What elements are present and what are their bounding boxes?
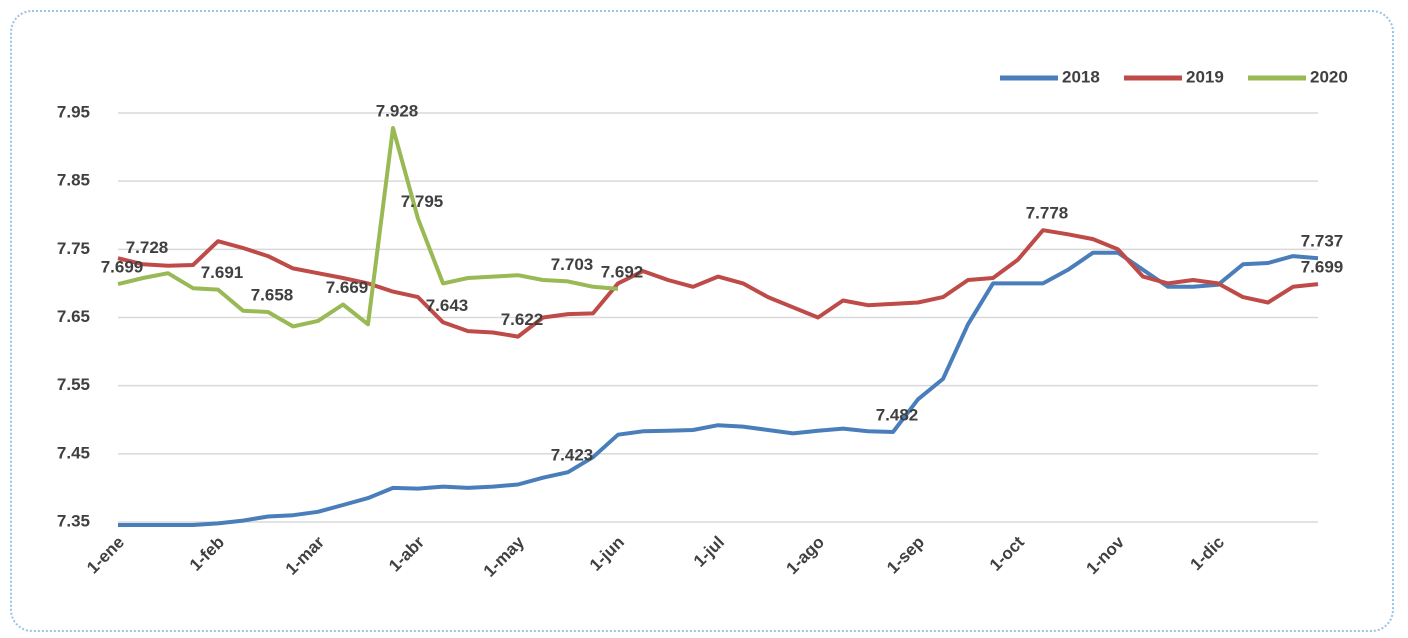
x-tick-label: 1-ene: [83, 533, 128, 578]
data-label: 7.778: [1026, 204, 1069, 223]
data-label: 7.658: [251, 286, 294, 305]
data-label: 7.482: [876, 406, 919, 425]
x-tick-label: 1-mar: [282, 532, 328, 578]
y-tick-label: 7.35: [57, 511, 90, 530]
x-tick-label: 1-jul: [690, 533, 728, 571]
x-tick-label: 1-sep: [883, 533, 928, 578]
y-tick-label: 7.85: [57, 171, 90, 190]
legend-label: 2018: [1062, 67, 1100, 86]
x-tick-label: 1-ago: [783, 533, 828, 578]
data-label: 7.795: [401, 192, 444, 211]
data-label: 7.699: [1301, 258, 1344, 277]
legend-label: 2020: [1310, 67, 1348, 86]
data-label: 7.692: [601, 262, 644, 281]
data-label: 7.928: [376, 101, 419, 120]
chart-frame: [10, 10, 1394, 632]
y-tick-label: 7.75: [57, 239, 90, 258]
series-line: [118, 250, 1319, 527]
x-tick-label: 1-feb: [186, 533, 228, 575]
series-line: [117, 228, 1319, 339]
data-label: 7.423: [551, 446, 594, 465]
data-label: 7.699: [101, 258, 144, 277]
x-tick-label: 1-abr: [385, 532, 428, 575]
x-tick-label: 1-jun: [586, 533, 628, 575]
data-label: 7.728: [126, 238, 169, 257]
y-tick-label: 7.55: [57, 375, 90, 394]
legend-label: 2019: [1186, 67, 1224, 86]
data-label: 7.669: [326, 278, 369, 297]
series-line: [117, 126, 619, 329]
data-label: 7.691: [201, 263, 244, 282]
data-label: 7.643: [426, 296, 469, 315]
x-tick-label: 1-may: [480, 532, 529, 581]
data-label: 7.737: [1301, 232, 1344, 251]
x-tick-label: 1-nov: [1083, 532, 1129, 578]
x-tick-label: 1-dic: [1187, 533, 1228, 574]
y-tick-label: 7.95: [57, 102, 90, 121]
y-tick-label: 7.65: [57, 307, 90, 326]
data-label: 7.622: [501, 310, 544, 329]
x-tick-label: 1-oct: [986, 532, 1028, 574]
y-tick-label: 7.45: [57, 443, 90, 462]
data-label: 7.703: [551, 255, 594, 274]
